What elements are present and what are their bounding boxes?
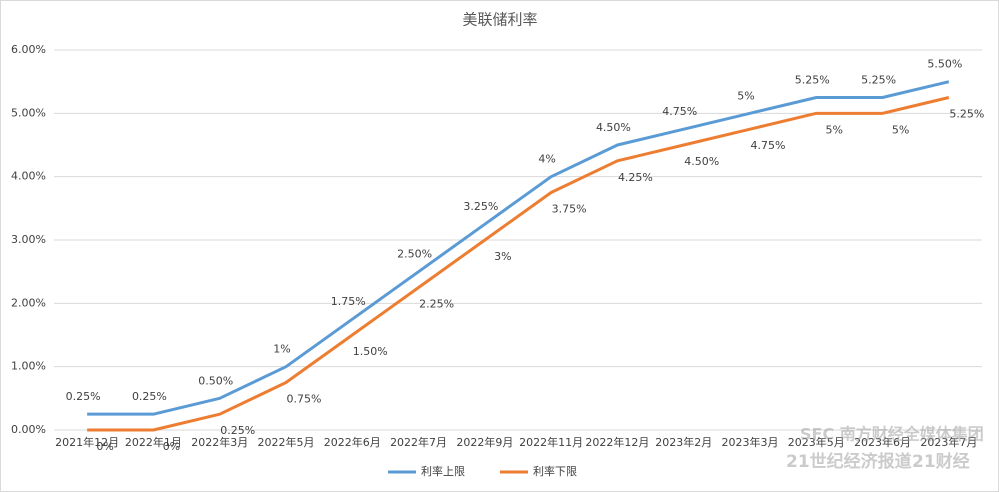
y-tick-label: 1.00% [11,360,46,373]
data-label: 5.25% [795,74,830,87]
x-tick-label: 2022年3月 [191,435,248,449]
x-tick-label: 2023年2月 [655,435,712,449]
x-tick-label: 2022年11月 [519,435,583,449]
data-label: 4.75% [662,105,697,118]
watermark: 21世纪经济报道 [786,451,912,472]
x-tick-label: 2023年5月 [788,435,845,449]
data-label: 4.50% [596,121,631,134]
data-label: 1.75% [331,295,366,308]
data-label: 0.25% [220,424,255,437]
watermark: SFC 南方财经全媒体集团 [800,425,984,444]
y-tick-label: 2.00% [11,296,46,309]
data-label: 1.50% [353,345,388,358]
data-label: 0.25% [132,390,167,403]
data-label: 5% [737,89,754,102]
data-label: 4.25% [618,171,653,184]
data-label: 3.25% [463,200,498,213]
data-label: 5.25% [949,108,984,121]
legend-label: 利率下限 [533,464,577,478]
y-tick-label: 4.00% [11,170,46,183]
data-label: 2.25% [419,298,454,311]
data-label: 5% [892,123,909,136]
data-label: 0.25% [66,390,101,403]
x-tick-label: 2022年9月 [456,435,513,449]
y-tick-label: 6.00% [11,43,46,56]
x-tick-label: 2022年6月 [324,435,381,449]
line-series [87,80,950,416]
data-label: 4% [538,153,555,166]
line-series [87,96,950,432]
data-label: 0.75% [287,393,322,406]
x-tick-label: 2022年7月 [390,435,447,449]
data-label: 5.25% [861,74,896,87]
y-tick-label: 5.00% [11,106,46,119]
data-label: 3% [494,250,511,263]
data-label: 2.50% [397,248,432,261]
data-label: 1% [273,343,290,356]
legend-label: 利率上限 [421,464,465,478]
x-tick-label: 2023年6月 [854,435,911,449]
data-label: 5.50% [927,58,962,71]
data-label: 3.75% [552,203,587,216]
watermark: 21财经 [912,451,970,472]
data-label: 0% [96,440,113,453]
data-label: 0.50% [198,374,233,387]
x-tick-label: 2022年5月 [258,435,315,449]
y-tick-label: 3.00% [11,233,46,246]
x-tick-label: 2022年1月 [125,435,182,449]
chart-title: 美联储利率 [462,11,537,29]
data-label: 4.50% [684,155,719,168]
data-label: 0% [163,440,180,453]
data-label: 4.75% [751,139,786,152]
y-tick-label: 0.00% [11,423,46,436]
x-tick-label: 2023年3月 [722,435,779,449]
x-tick-label: 2023年7月 [920,435,977,449]
data-label: 5% [826,123,843,136]
x-tick-label: 2021年12月 [55,435,119,449]
x-tick-label: 2022年12月 [585,435,649,449]
